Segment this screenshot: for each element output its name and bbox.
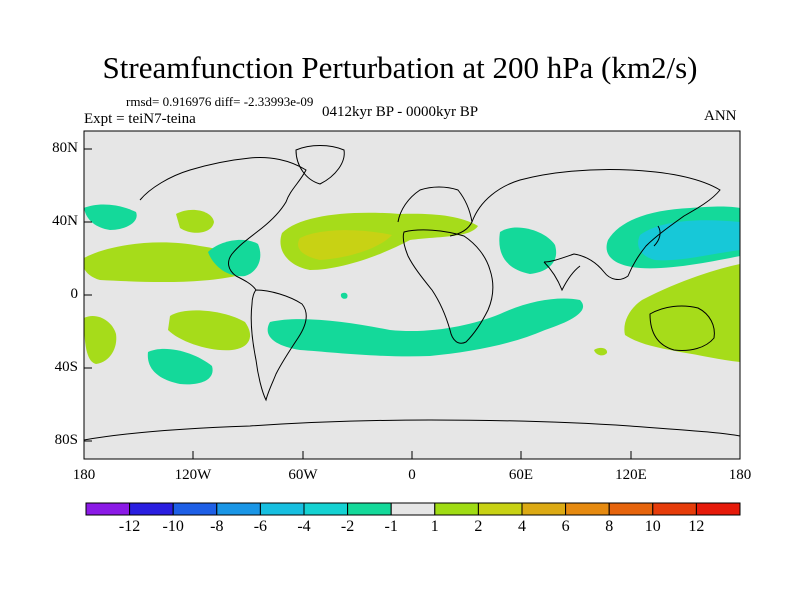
colorbar-label: 10 — [644, 518, 661, 535]
contour-negative-arabia — [499, 227, 557, 274]
colorbar-swatch — [259, 502, 305, 516]
coast-africa — [402, 229, 494, 344]
colorbar-label: -10 — [162, 518, 184, 535]
contour-positive-ne-pacific-small — [176, 209, 214, 233]
axis-ticks — [83, 148, 741, 459]
colorbar-label: -4 — [297, 518, 311, 535]
contour-positive-atlantic-core — [298, 230, 392, 260]
colorbar-label: 1 — [430, 518, 439, 535]
contour-negative-nw-pacific-core — [638, 220, 740, 261]
coast-south-america — [250, 289, 307, 402]
contour-fills — [84, 204, 740, 385]
plot-title: Streamfunction Perturbation at 200 hPa (… — [102, 50, 698, 85]
contour-positive-south-pacific-west — [84, 315, 117, 364]
lon-label-60e: 60E — [508, 467, 534, 483]
colorbar-swatch — [477, 502, 523, 516]
coast-north-america — [139, 157, 307, 291]
colorbar-swatch — [347, 502, 392, 516]
lon-label-180w: 180 — [72, 467, 96, 483]
coast-australia — [649, 305, 715, 351]
stats-line: rmsd= 0.916976 diff= -2.33993e-09 — [126, 94, 314, 109]
colorbar-swatch — [608, 502, 654, 516]
season-label: ANN — [704, 108, 737, 124]
contour-negative-dot — [340, 292, 348, 299]
colorbar-label: 2 — [474, 518, 483, 535]
contour-positive-se-pacific — [168, 310, 251, 351]
colorbar-swatch — [695, 502, 741, 516]
lon-label-60w: 60W — [288, 467, 318, 483]
lat-label-40s: 40S — [54, 359, 78, 375]
colorbar-label: -6 — [253, 518, 268, 535]
contour-positive-small — [594, 347, 608, 356]
colorbar-swatch — [172, 502, 218, 516]
colorbar-label: -1 — [384, 518, 398, 535]
experiment-label: Expt = teiN7-teina — [84, 111, 196, 127]
contour-positive-australia — [624, 264, 740, 362]
lat-label-80n: 80N — [52, 140, 78, 156]
contour-negative-south-atlantic-band — [267, 298, 584, 357]
colorbar-swatch — [390, 502, 436, 516]
colorbar-label: 8 — [605, 518, 614, 535]
coast-antarctica — [84, 419, 740, 441]
colorbar-label: 12 — [688, 518, 705, 535]
lat-label-80s: 80S — [54, 432, 78, 448]
colorbar-swatch — [521, 502, 567, 516]
colorbar-label: 4 — [518, 518, 526, 535]
period-label: 0412kyr BP - 0000kyr BP — [322, 104, 479, 120]
lon-label-120w: 120W — [174, 467, 212, 483]
colorbar — [85, 502, 741, 516]
coast-europe — [397, 186, 473, 237]
coast-india — [543, 261, 581, 292]
lon-label-120e: 120E — [615, 467, 647, 483]
lat-label-0: 0 — [70, 286, 79, 302]
coast-asia — [471, 168, 721, 280]
lon-label-0: 0 — [408, 467, 416, 483]
colorbar-swatch — [85, 502, 131, 516]
lat-label-40n: 40N — [52, 213, 78, 229]
coast-japan — [653, 225, 661, 247]
contour-positive-ne-pacific — [84, 242, 245, 283]
colorbar-swatch — [565, 502, 610, 516]
colorbar-label: -8 — [210, 518, 224, 535]
colorbar-label: -2 — [340, 518, 355, 535]
contour-negative-se-pacific — [147, 348, 213, 385]
colorbar-swatch — [434, 502, 479, 516]
colorbar-swatch — [216, 502, 261, 516]
map-background — [84, 131, 740, 459]
lon-label-180e: 180 — [728, 467, 752, 483]
coast-greenland — [295, 145, 345, 185]
colorbar-label: -12 — [118, 518, 141, 535]
coastlines — [84, 145, 740, 441]
colorbar-swatch — [652, 502, 697, 516]
colorbar-label: 6 — [561, 518, 570, 535]
colorbar-swatch — [129, 502, 174, 516]
contour-negative-central-america — [208, 239, 261, 277]
colorbar-swatch — [303, 502, 349, 516]
contour-negative-north-pacific-west — [84, 204, 137, 230]
